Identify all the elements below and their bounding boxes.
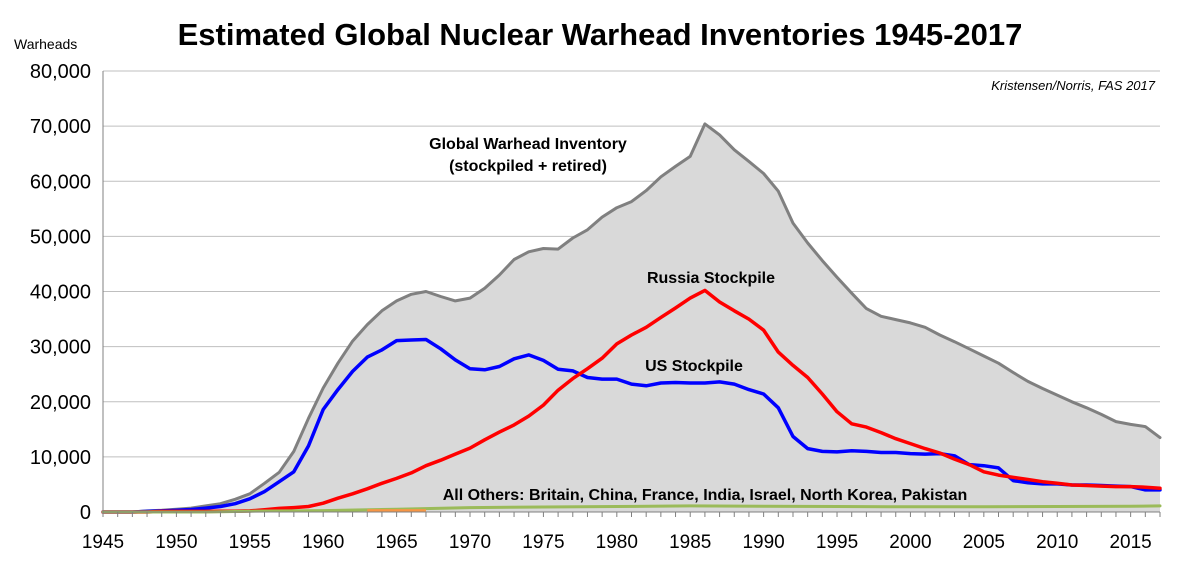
- annotation-global-line2: (stockpiled + retired): [449, 158, 607, 175]
- series-all-others-line: [101, 504, 1162, 514]
- x-tick-label: 1985: [669, 532, 711, 553]
- x-tick-label: 1975: [522, 532, 564, 553]
- x-tick-label: 2010: [1036, 532, 1078, 553]
- axis-layer: 0 10,000 20,000 30,000 40,000 50,000 60,000 70,…: [30, 61, 1161, 553]
- annotation-us: US Stockpile: [645, 358, 743, 375]
- annotation-others: All Others: Britain, China, France, Indi…: [443, 487, 968, 504]
- annotation-russia: Russia Stockpile: [647, 270, 775, 287]
- x-tick-label: 1965: [375, 532, 417, 553]
- y-tick-label: 40,000: [30, 282, 91, 304]
- series-global-inventory-line: [101, 122, 1162, 514]
- series-global-inventory-area: [103, 123, 1160, 513]
- y-tick-label: 10,000: [30, 447, 91, 469]
- y-tick-label: 50,000: [30, 226, 91, 248]
- source-credit: Kristensen/Norris, FAS 2017: [991, 78, 1156, 93]
- y-tick-label: 0: [80, 502, 91, 524]
- y-axis-label: Warheads: [14, 36, 77, 52]
- series-russia-stockpile-line: [101, 288, 1162, 514]
- x-tick-label: 1960: [302, 532, 344, 553]
- y-tick-label: 30,000: [30, 337, 91, 359]
- y-tick-label: 60,000: [30, 171, 91, 193]
- x-tick-label: 2015: [1109, 532, 1151, 553]
- y-tick-label: 80,000: [30, 61, 91, 83]
- series-us-stockpile-line: [101, 337, 1162, 514]
- y-tick-label: 20,000: [30, 392, 91, 414]
- y-tick-label: 70,000: [30, 116, 91, 138]
- annotation-global-line1: Global Warhead Inventory: [429, 136, 627, 153]
- area-layer: [103, 123, 1160, 513]
- x-tick-label: 1955: [229, 532, 271, 553]
- x-tick-label: 1995: [816, 532, 858, 553]
- chart-title: Estimated Global Nuclear Warhead Invento…: [178, 17, 1023, 52]
- x-tick-label: 1970: [449, 532, 491, 553]
- x-tick-label: 1945: [82, 532, 124, 553]
- x-tick-label: 2005: [963, 532, 1005, 553]
- x-tick-label: 1990: [742, 532, 784, 553]
- x-tick-label: 1980: [596, 532, 638, 553]
- line-layer: [101, 122, 1162, 514]
- x-tick-label: 1950: [155, 532, 197, 553]
- x-tick-label: 2000: [889, 532, 931, 553]
